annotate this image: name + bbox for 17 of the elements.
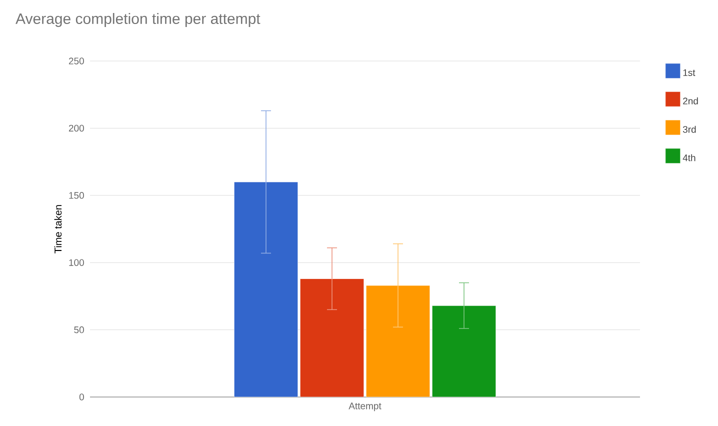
bar <box>234 182 298 397</box>
y-tick-label: 250 <box>68 58 84 64</box>
y-tick-label: 200 <box>68 124 84 132</box>
bar <box>432 305 496 397</box>
legend-label: 4th <box>682 154 696 162</box>
legend-label: 3rd <box>682 126 696 133</box>
y-tick-label: 150 <box>69 192 84 199</box>
y-tick-label: 50 <box>74 326 84 334</box>
legend-label: 2nd <box>683 97 698 104</box>
legend-label: 1st <box>683 69 696 76</box>
chart-title: Average completion time per attempt <box>16 13 260 27</box>
y-tick-label: 100 <box>69 259 84 266</box>
bar <box>366 285 430 397</box>
y-tick-label: 0 <box>79 394 84 400</box>
y-axis-title: Time taken <box>54 205 62 254</box>
bar <box>300 278 364 397</box>
x-tick-label: Attempt <box>348 402 382 412</box>
